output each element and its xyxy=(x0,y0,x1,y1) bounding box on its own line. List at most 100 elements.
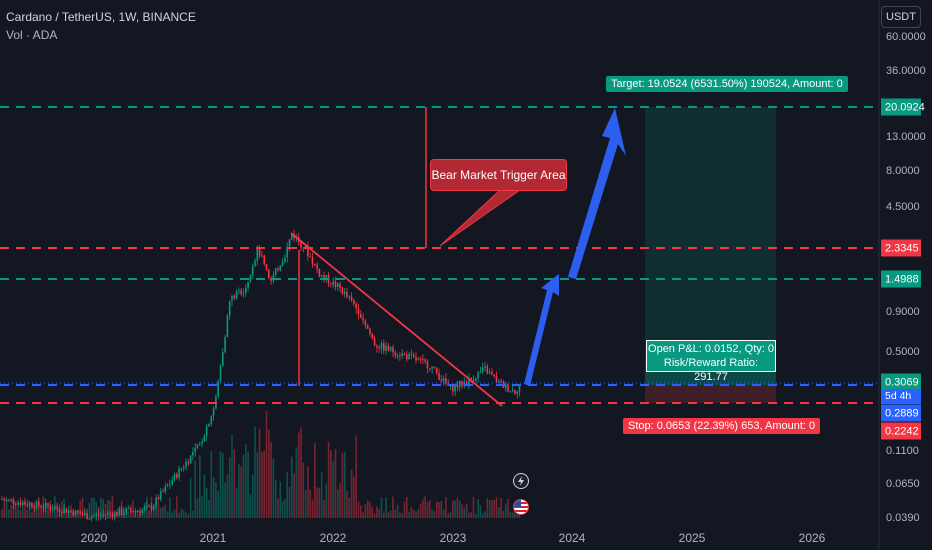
bar-countdown: 5d 4h xyxy=(881,389,921,404)
candle-body xyxy=(201,441,203,444)
volume-bar xyxy=(334,449,337,518)
candle-body xyxy=(385,345,387,351)
time-tick: 2024 xyxy=(558,531,586,545)
current-price-tag: 0.3069 xyxy=(881,373,921,391)
volume-bar xyxy=(371,507,374,518)
candle-body xyxy=(116,511,118,516)
candle-body xyxy=(111,513,114,518)
volume-bar xyxy=(215,482,217,518)
volume-bar xyxy=(343,451,346,518)
volume-bar xyxy=(279,481,282,518)
time-tick: 2020 xyxy=(80,531,108,545)
downtrend-line xyxy=(290,232,503,407)
volume-bar xyxy=(383,512,385,518)
candle-body xyxy=(463,382,466,386)
candle-body xyxy=(8,499,10,501)
volume-bar xyxy=(323,499,325,518)
volume-bar xyxy=(199,455,201,518)
candle-body xyxy=(240,290,242,295)
candle-body xyxy=(84,513,86,515)
candle-body xyxy=(408,354,410,360)
volume-bar xyxy=(153,511,155,518)
volume-bar xyxy=(233,449,236,518)
candle-body xyxy=(196,444,199,448)
volume-bar xyxy=(107,499,109,518)
candle-body xyxy=(291,234,293,240)
candle-body xyxy=(233,295,236,299)
candle-body xyxy=(419,358,422,360)
candle-body xyxy=(433,366,436,368)
price-tick: 0.5000 xyxy=(886,346,920,358)
candle-body xyxy=(97,514,100,516)
candle-body xyxy=(272,274,275,281)
candle-body xyxy=(176,474,178,478)
candle-body xyxy=(203,435,206,442)
candle-body xyxy=(362,317,364,321)
volume-bar xyxy=(488,500,491,518)
price-tick: 60.0000 xyxy=(886,31,926,43)
volume-bar xyxy=(504,503,507,518)
volume-bar xyxy=(40,511,42,518)
candle-body xyxy=(251,266,254,276)
candle-body xyxy=(79,512,81,514)
volume-bar xyxy=(461,504,463,518)
volume-bar xyxy=(17,508,19,518)
candle-body xyxy=(355,303,357,309)
volume-bar xyxy=(5,499,8,518)
candle-body xyxy=(242,293,245,295)
volume-bar xyxy=(192,510,194,518)
candle-body xyxy=(438,373,440,380)
candle-body xyxy=(210,415,213,424)
volume-bar xyxy=(240,466,242,518)
candle-body xyxy=(348,296,351,298)
volume-bar xyxy=(291,456,293,518)
currency-button[interactable]: USDT xyxy=(881,6,921,28)
candle-body xyxy=(426,361,429,369)
candle-body xyxy=(58,508,61,512)
volume-bar xyxy=(189,478,192,518)
volume-bar xyxy=(314,443,316,518)
candle-body xyxy=(26,504,29,506)
price-tick: 0.0650 xyxy=(886,478,920,490)
target-label[interactable]: Target: 19.0524 (6531.50%) 190524, Amoun… xyxy=(606,76,848,92)
us-flag-icon[interactable] xyxy=(513,499,529,515)
candle-body xyxy=(330,283,332,285)
volume-bar xyxy=(325,483,328,518)
candle-body xyxy=(406,354,408,360)
candle-body xyxy=(35,501,38,509)
candle-body xyxy=(279,265,282,271)
candle-body xyxy=(95,514,98,516)
volume-bar xyxy=(228,457,231,518)
candle-body xyxy=(49,506,52,510)
lightning-icon[interactable] xyxy=(513,473,529,489)
candle-body xyxy=(212,408,215,416)
volume-bar xyxy=(316,487,318,518)
candle-body xyxy=(442,378,445,381)
candle-body xyxy=(72,511,75,516)
candle-body xyxy=(141,509,144,513)
candle-body xyxy=(378,347,380,349)
candle-body xyxy=(394,352,397,356)
bear-market-callout[interactable]: Bear Market Trigger Area xyxy=(430,159,567,191)
volume-bar xyxy=(337,489,339,518)
candle-body xyxy=(102,514,104,516)
candle-body xyxy=(194,447,196,453)
candle-body xyxy=(40,505,42,508)
candle-body xyxy=(518,384,521,392)
arrow-up-large xyxy=(568,108,626,279)
volume-bar xyxy=(10,505,12,518)
candle-body xyxy=(109,512,111,514)
time-tick: 2021 xyxy=(199,531,227,545)
volume-bar xyxy=(210,451,213,518)
candle-body xyxy=(173,474,176,481)
candle-body xyxy=(373,338,376,346)
stop-label[interactable]: Stop: 0.0653 (22.39%) 653, Amount: 0 xyxy=(623,418,821,434)
volume-bar xyxy=(454,500,456,518)
volume-bar xyxy=(327,441,330,518)
candle-body xyxy=(224,337,226,353)
volume-bar xyxy=(31,512,33,518)
candle-body xyxy=(130,508,132,512)
bear-level-price-tag: 2.3345 xyxy=(881,239,921,257)
pnl-box[interactable]: Open P&L: 0.0152, Qty: 0 Risk/Reward Rat… xyxy=(646,340,776,383)
candle-body xyxy=(486,366,489,374)
